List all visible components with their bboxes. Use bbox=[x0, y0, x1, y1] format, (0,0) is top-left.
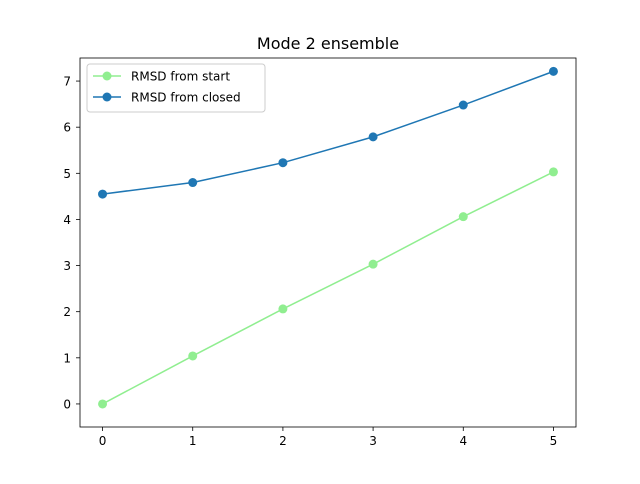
data-point-s1-2 bbox=[278, 158, 288, 168]
data-point-s0-3 bbox=[368, 259, 378, 269]
legend-item: RMSD from start bbox=[93, 70, 230, 84]
x-tick-label: 1 bbox=[189, 434, 197, 448]
legend-label: RMSD from closed bbox=[131, 91, 241, 105]
data-point-s1-5 bbox=[548, 66, 558, 76]
data-point-s1-3 bbox=[368, 132, 378, 142]
series-line-0 bbox=[102, 171, 554, 405]
y-tick-label: 3 bbox=[63, 259, 71, 273]
data-point-s1-1 bbox=[188, 178, 198, 188]
x-tick-label: 2 bbox=[279, 434, 287, 448]
legend-swatch-marker bbox=[102, 92, 112, 102]
y-tick-label: 7 bbox=[63, 75, 71, 89]
legend-item: RMSD from closed bbox=[93, 91, 241, 105]
data-point-s0-1 bbox=[188, 351, 198, 361]
y-tick-label: 0 bbox=[63, 397, 71, 411]
data-point-s1-4 bbox=[458, 100, 468, 110]
series-layer bbox=[98, 66, 558, 409]
y-tick-label: 6 bbox=[63, 121, 71, 135]
y-tick-label: 1 bbox=[63, 351, 71, 365]
x-tick-label: 5 bbox=[550, 434, 558, 448]
y-tick-label: 5 bbox=[63, 167, 71, 181]
x-tick-label: 4 bbox=[459, 434, 467, 448]
series-line-1 bbox=[102, 70, 554, 195]
data-point-s0-4 bbox=[458, 212, 468, 222]
x-tick-label: 3 bbox=[369, 434, 377, 448]
data-point-s0-0 bbox=[98, 399, 108, 409]
legend-swatch-marker bbox=[102, 71, 112, 81]
data-point-s0-2 bbox=[278, 304, 288, 314]
y-tick-label: 2 bbox=[63, 305, 71, 319]
data-point-s1-0 bbox=[98, 189, 108, 199]
plot-frame bbox=[79, 57, 577, 428]
legend-label: RMSD from start bbox=[131, 70, 230, 84]
legend: RMSD from start RMSD from closed bbox=[86, 63, 266, 113]
x-tick-label: 0 bbox=[99, 434, 107, 448]
legend-box bbox=[86, 63, 266, 113]
axes-layer: 0 1 2 3 4 5 0 1 2 3 4 5 6 7 bbox=[63, 57, 577, 448]
data-point-s0-5 bbox=[548, 167, 558, 177]
chart-title: Mode 2 ensemble bbox=[257, 34, 399, 53]
y-tick-label: 4 bbox=[63, 213, 71, 227]
